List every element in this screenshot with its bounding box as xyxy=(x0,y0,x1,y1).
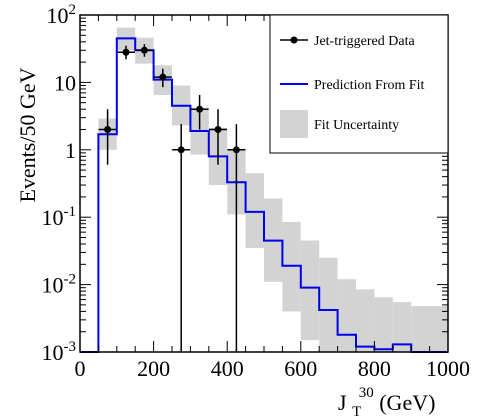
y-tick-label: 10 xyxy=(54,70,76,95)
data-point xyxy=(232,146,240,154)
x-axis-label-superscript: 30 xyxy=(359,385,374,401)
uncertainty-band-bin xyxy=(411,306,448,352)
uncertainty-band-bin xyxy=(300,240,320,341)
x-axis-label: J T 30 (GeV) xyxy=(338,377,435,417)
uncertainty-band-bin xyxy=(392,302,412,352)
x-tick-label: 0 xyxy=(75,356,86,381)
y-tick-label: 102 xyxy=(47,2,77,28)
uncertainty-band-bin xyxy=(374,297,393,352)
uncertainty-band-bin xyxy=(245,173,264,248)
x-tick-label: 400 xyxy=(211,356,244,381)
data-point xyxy=(159,73,167,81)
legend-data-marker xyxy=(290,36,298,44)
x-tick-label: 200 xyxy=(137,356,170,381)
data-point xyxy=(104,126,112,134)
y-tick-label: 10-3 xyxy=(42,339,77,365)
x-tick-label: 1000 xyxy=(426,356,470,381)
x-axis-label-subscript: T xyxy=(352,404,361,417)
x-tick-label: 600 xyxy=(284,356,317,381)
data-point xyxy=(122,48,130,56)
data-points-layer xyxy=(98,44,246,352)
uncertainty-band-bin xyxy=(319,257,338,352)
x-tick-label: 800 xyxy=(358,356,391,381)
x-axis-label-unit: (GeV) xyxy=(379,390,435,415)
legend: Jet-triggered Data Prediction From Fit F… xyxy=(269,14,449,154)
y-axis-label: Events/50 GeV xyxy=(15,67,40,202)
legend-uncertainty-swatch xyxy=(280,110,308,138)
legend-data-label: Jet-triggered Data xyxy=(314,34,415,49)
uncertainty-band-bin xyxy=(337,279,356,352)
y-tick-label: 1 xyxy=(65,138,76,163)
legend-prediction-label: Prediction From Fit xyxy=(314,78,425,93)
y-tick-label: 10-1 xyxy=(42,204,77,230)
data-point xyxy=(177,146,185,154)
data-point xyxy=(196,105,204,113)
data-point xyxy=(214,126,222,134)
data-point xyxy=(140,46,148,54)
legend-uncertainty-label: Fit Uncertainty xyxy=(314,118,399,133)
y-tick-label: 10-2 xyxy=(42,272,77,298)
uncertainty-band-bin xyxy=(356,289,375,352)
x-axis-label-main: J xyxy=(338,390,347,415)
